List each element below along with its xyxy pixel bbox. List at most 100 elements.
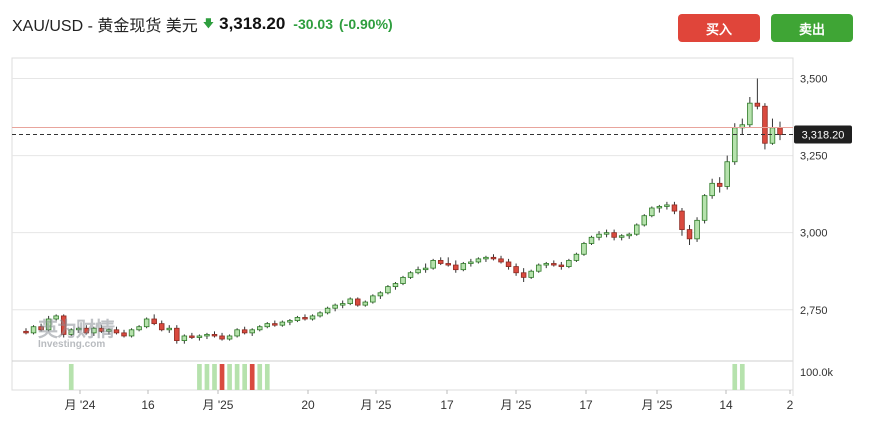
title-row: XAU/USD - 黄金现货 美元 🡇 3,318.20 -30.03 (-0.… xyxy=(12,12,393,36)
x-tick-label: 月 '25 xyxy=(501,398,532,412)
current-price-tag xyxy=(794,125,852,144)
y-tick-label: 3,250 xyxy=(800,151,828,163)
candle-down xyxy=(38,326,44,331)
candle-up xyxy=(769,127,776,144)
candle-down xyxy=(551,263,557,266)
volume-bar xyxy=(234,364,240,390)
candle-up xyxy=(309,315,316,320)
current-price-label: 3,318.20 xyxy=(802,130,845,142)
candle-up xyxy=(76,327,82,331)
candle-down xyxy=(189,335,195,338)
candle-up xyxy=(385,286,391,294)
candle-down xyxy=(671,204,678,212)
candle-up xyxy=(664,204,670,207)
candle-up xyxy=(535,264,542,272)
candle-up xyxy=(287,320,293,323)
candle-up xyxy=(370,295,376,303)
candlestick-chart[interactable]: 2,750 3,000 3,250 3,500 月 '24 16 月 '25 20 月 '25 1… xyxy=(0,52,870,434)
buy-button[interactable]: 买入 xyxy=(678,14,760,42)
instrument-title: XAU/USD - 黄金现货 美元 xyxy=(12,18,198,35)
candle-up xyxy=(603,232,610,235)
candle-down xyxy=(611,232,617,238)
candle-up xyxy=(377,292,384,297)
y-tick-label: 3,500 xyxy=(800,74,828,86)
candle-down xyxy=(762,105,768,144)
candle-up xyxy=(656,206,663,209)
candle-down xyxy=(151,318,157,325)
candle-up xyxy=(649,207,655,217)
candle-down xyxy=(716,182,723,187)
candle-up xyxy=(143,318,150,328)
candle-up xyxy=(317,312,323,317)
candle-up xyxy=(581,243,587,255)
candle-down xyxy=(83,327,90,334)
candle-up xyxy=(45,318,52,331)
candle-up xyxy=(392,283,399,288)
candle-down xyxy=(490,256,497,260)
candle-down xyxy=(679,210,685,230)
candle-down xyxy=(445,263,451,266)
candle-up xyxy=(634,224,640,235)
x-tick-label: 月 '25 xyxy=(203,398,234,412)
candle-up xyxy=(732,127,738,163)
candle-up xyxy=(460,263,467,271)
candle-down xyxy=(158,323,165,331)
volume-bar xyxy=(227,364,232,390)
candle-up xyxy=(747,102,753,126)
chart-area[interactable]: 2,750 3,000 3,250 3,500 月 '24 16 月 '25 20 月 '25 1… xyxy=(0,52,870,434)
candle-down xyxy=(60,315,67,335)
candle-up xyxy=(400,276,406,284)
candle-up xyxy=(694,219,700,240)
candle-up xyxy=(596,233,602,238)
candle-up xyxy=(234,329,240,337)
down-arrow-icon: 🡇 xyxy=(202,17,215,30)
candle-up xyxy=(249,329,255,334)
candle-down xyxy=(272,323,278,326)
candle-down xyxy=(113,329,120,334)
x-tick-label: 20 xyxy=(301,398,315,412)
volume-bar xyxy=(212,364,217,390)
volume-bar xyxy=(249,364,255,390)
candle-up xyxy=(468,261,474,264)
volume-tick-label: 100.0k xyxy=(800,367,834,379)
candle-up xyxy=(91,327,97,334)
candle-down xyxy=(754,102,761,107)
candle-down xyxy=(513,266,519,274)
candle-up xyxy=(724,161,730,187)
candle-up xyxy=(543,263,549,266)
candle-up xyxy=(362,301,369,306)
candle-up xyxy=(332,304,338,309)
candle-down xyxy=(558,264,565,267)
candle-down xyxy=(505,261,512,267)
candle-down xyxy=(98,327,105,332)
candle-down xyxy=(355,298,361,306)
candle-up xyxy=(204,334,210,337)
volume-bar xyxy=(204,364,210,390)
candle-up xyxy=(528,270,534,278)
candle-down xyxy=(437,260,444,264)
candle-down xyxy=(174,327,180,341)
y-tick-label: 3,000 xyxy=(800,228,828,240)
candle-up xyxy=(324,307,331,314)
x-tick-label: 月 '25 xyxy=(361,398,392,412)
candle-down xyxy=(453,264,459,271)
candle-up xyxy=(257,326,263,331)
volume-bar xyxy=(242,364,247,390)
candle-up xyxy=(407,272,414,278)
candle-down xyxy=(219,335,225,340)
price-change-percent: (-0.90%) xyxy=(339,16,393,32)
price-change: -30.03 xyxy=(293,16,333,32)
x-tick-label: 14 xyxy=(719,398,733,412)
volume-bar xyxy=(257,364,263,390)
candle-up xyxy=(166,327,172,331)
candle-up xyxy=(347,298,353,304)
chart-header: XAU/USD - 黄金现货 美元 🡇 3,318.20 -30.03 (-0.… xyxy=(0,0,870,52)
candle-up xyxy=(279,321,286,326)
candle-up xyxy=(701,195,708,221)
volume-bar xyxy=(219,364,225,390)
candle-up xyxy=(626,233,632,237)
candle-down xyxy=(520,272,527,278)
sell-button[interactable]: 卖出 xyxy=(771,14,853,42)
candle-down xyxy=(241,329,248,334)
candle-up xyxy=(618,235,625,238)
